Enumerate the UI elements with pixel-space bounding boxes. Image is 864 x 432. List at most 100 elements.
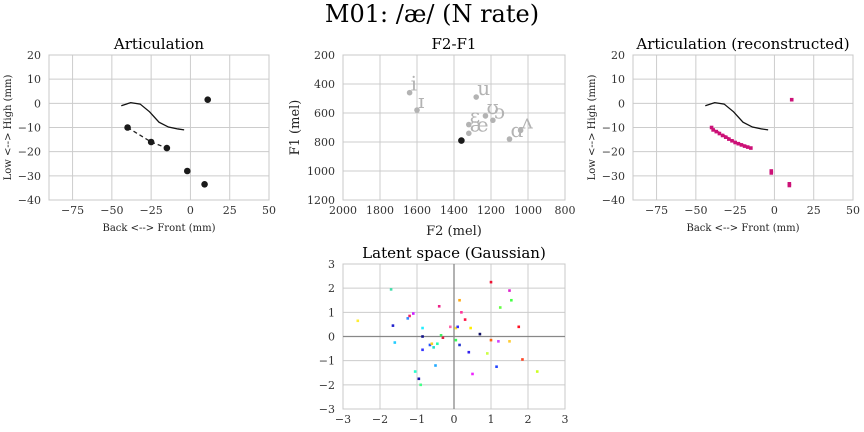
tongue-segment <box>127 126 152 143</box>
latent-point <box>517 325 521 329</box>
latent-point <box>430 342 434 346</box>
articulator-point <box>147 138 155 146</box>
plot-title: Latent space (Gaussian) <box>362 244 546 262</box>
vowel-label: ɑ <box>511 118 524 142</box>
latent-point <box>393 341 397 344</box>
reconstructed-point <box>717 131 722 136</box>
articulation-reconstructed-plot: −75 −50 −25 0 25 50 −40 −30 −20 −10 0 10 20 Articulat… <box>587 35 860 234</box>
latent-point <box>508 340 511 343</box>
y-tick-label: −2 <box>319 379 335 392</box>
latent-space-plot: −3 −2 −1 0 1 2 3 −3 −2 −1 0 1 2 3 Latent space (Gaussi… <box>319 244 569 426</box>
vowel-point <box>490 117 496 124</box>
y-tick-label: −30 <box>602 170 625 183</box>
latent-point <box>495 365 498 369</box>
y-tick-label: 3 <box>328 258 335 271</box>
latent-point <box>469 326 472 330</box>
y-tick-label: 1 <box>328 306 335 319</box>
formant-plot: 2000 1800 1600 1400 1200 1000 800 200 400 600 800 1… <box>288 35 576 239</box>
vowel-point <box>482 113 489 119</box>
y-tick-label: 0 <box>328 331 335 344</box>
latent-point <box>441 336 445 340</box>
x-axis-label: Back <--> Front (mm) <box>687 223 800 234</box>
reconstructed-point <box>769 169 774 173</box>
latent-point <box>471 372 474 376</box>
latent-point <box>406 317 410 320</box>
latent-point <box>454 326 458 330</box>
x-tick-label: 1 <box>488 413 495 426</box>
vowel-label: æ <box>470 112 489 136</box>
y-tick-label: −40 <box>602 194 625 207</box>
vowel-label: ɔ <box>494 99 505 123</box>
x-tick-label: 1000 <box>514 204 542 217</box>
x-tick-label: 2 <box>525 413 532 426</box>
latent-point <box>432 346 435 349</box>
latent-point <box>535 370 539 373</box>
vowel-point <box>473 94 480 100</box>
y-tick-label: −20 <box>602 146 625 159</box>
x-tick-label: 50 <box>262 204 276 217</box>
y-axis-label: Low <--> High (mm) <box>587 75 598 181</box>
vowel-label: ʌ <box>521 109 534 133</box>
reconstructed-point <box>749 146 753 150</box>
plot-frame <box>48 54 270 201</box>
y-tick-label: −40 <box>18 194 41 207</box>
latent-point <box>417 377 421 381</box>
palate-curve <box>705 101 769 131</box>
y-tick-label: 1000 <box>307 165 335 178</box>
reconstructed-point <box>769 171 774 175</box>
latent-point <box>478 332 482 336</box>
reconstructed-point <box>733 140 737 145</box>
latent-point <box>421 326 424 330</box>
y-tick-label: 0 <box>34 97 41 110</box>
y-tick-label: −20 <box>18 146 41 159</box>
reconstructed-point <box>736 141 741 146</box>
y-tick-label: 2 <box>328 282 335 295</box>
target-formant-point <box>458 137 465 144</box>
figure-title: M01: /æ/ (N rate) <box>325 0 539 28</box>
y-tick-label: 10 <box>611 73 625 86</box>
latent-point <box>439 333 443 337</box>
x-tick-label: 800 <box>555 204 576 217</box>
vowel-point <box>406 89 413 96</box>
latent-point <box>508 289 511 292</box>
latent-point <box>467 350 471 354</box>
y-axis-label: Low <--> High (mm) <box>3 75 14 181</box>
x-tick-label: 25 <box>223 204 237 217</box>
latent-point <box>497 340 500 343</box>
x-tick-label: 1600 <box>403 204 431 217</box>
latent-point <box>521 358 524 361</box>
y-tick-label: 200 <box>314 49 335 62</box>
y-tick-label: −30 <box>18 170 41 183</box>
y-tick-label: −3 <box>319 403 335 416</box>
reconstructed-point <box>739 143 744 147</box>
plot-title: Articulation <box>113 35 204 53</box>
latent-point <box>489 280 493 284</box>
x-tick-label: 2000 <box>329 204 357 217</box>
y-tick-label: 10 <box>27 73 41 86</box>
x-tick-label: −25 <box>140 204 163 217</box>
articulator-point <box>201 180 208 188</box>
grid <box>49 54 270 201</box>
x-tick-label: −25 <box>724 204 747 217</box>
articulator-point <box>183 167 191 175</box>
latent-point <box>408 314 411 318</box>
latent-point <box>510 298 513 302</box>
x-tick-label: 1400 <box>440 204 468 217</box>
x-tick-label: 50 <box>846 204 860 217</box>
latent-point <box>413 370 417 373</box>
grid <box>633 54 854 201</box>
palate-curve <box>121 101 185 131</box>
articulator-point <box>124 124 131 131</box>
x-tick-label: −3 <box>335 413 351 426</box>
vowel-label: ɪ <box>418 89 424 113</box>
reconstructed-point <box>720 133 725 138</box>
x-tick-label: 1800 <box>366 204 394 217</box>
y-tick-label: 0 <box>618 97 625 110</box>
vowel-label: ɛ <box>470 104 480 128</box>
latent-point <box>419 383 422 387</box>
latent-point <box>456 325 459 329</box>
y-tick-label: −10 <box>18 122 41 135</box>
vowel-point <box>414 107 420 113</box>
y-tick-label: 20 <box>27 49 41 62</box>
